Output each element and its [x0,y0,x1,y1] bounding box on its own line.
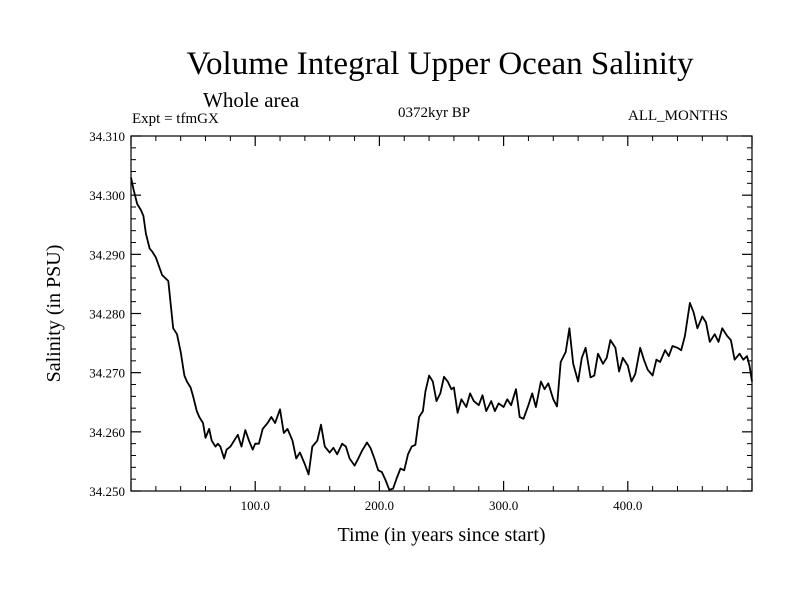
y-tick-label: 34.270 [89,366,125,381]
y-ticks: 34.250 34.260 34.270 34.280 34.290 34.300 34.3… [89,129,752,499]
salinity-line [130,177,753,491]
chart-subtitle: Whole area [203,88,300,112]
x-tick-label: 400.0 [613,498,642,513]
chart-title: Volume Integral Upper Ocean Salinity [186,46,694,82]
x-ticks: 100.0 200.0 300.0 400.0 [130,136,753,513]
months-label: ALL_MONTHS [628,108,728,124]
y-tick-label: 34.310 [89,129,125,144]
y-axis-title: Salinity (in PSU) [43,245,65,383]
y-tick-label: 34.250 [89,484,125,499]
y-tick-label: 34.290 [89,247,125,262]
x-tick-label: 200.0 [365,498,394,513]
experiment-label: Expt = tfmGX [132,111,219,127]
plot-frame [130,135,753,492]
period-label: 0372kyr BP [398,105,471,121]
x-tick-label: 100.0 [241,498,270,513]
y-tick-label: 34.260 [89,425,125,440]
x-tick-label: 300.0 [489,498,518,513]
y-tick-label: 34.300 [89,188,125,203]
y-tick-label: 34.280 [89,307,125,322]
x-axis-title: Time (in years since start) [337,524,545,546]
